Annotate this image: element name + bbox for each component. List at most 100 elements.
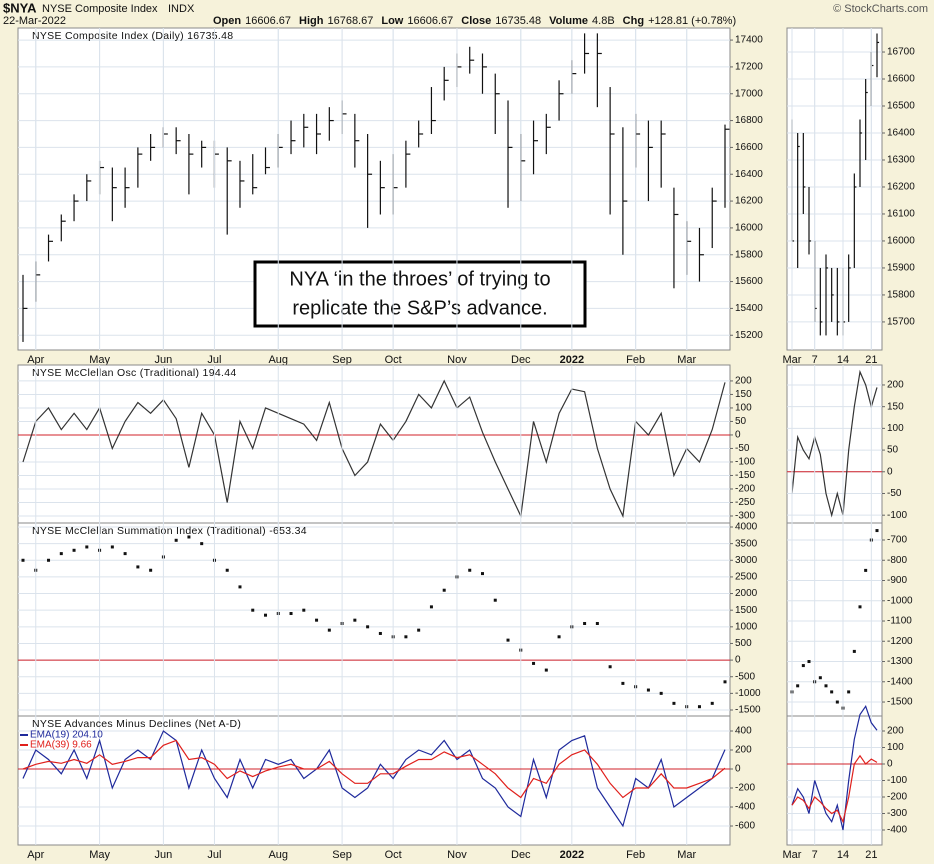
dot <box>378 631 382 635</box>
y-tick-label: 16500 <box>887 101 915 112</box>
dot <box>21 558 25 562</box>
quote-value: +128.81 (+0.78%) <box>648 15 736 27</box>
dot <box>136 565 140 569</box>
quote-value: 4.8B <box>592 15 615 27</box>
quote-value: 16606.67 <box>407 15 453 27</box>
symbol: $NYA <box>3 0 37 15</box>
y-tick-label: 17400 <box>735 35 763 46</box>
y-tick-label: 15200 <box>735 330 763 341</box>
y-tick-label: 200 <box>887 380 904 391</box>
y-tick-label: 50 <box>735 416 747 427</box>
dot <box>251 608 255 612</box>
y-tick-label: -400 <box>735 802 755 813</box>
y-tick-label: 150 <box>735 389 752 400</box>
quote: Open 16606.67 High 16768.67 Low 16606.67 Close… <box>213 15 736 27</box>
x-tick-label: Aug <box>268 354 288 366</box>
y-tick-label: -200 <box>735 783 755 794</box>
quote-label: Open <box>213 15 241 27</box>
x-tick-label: 21 <box>865 849 877 861</box>
exchange: INDX <box>168 3 195 15</box>
y-tick-label: 16200 <box>735 196 763 207</box>
y-tick-label: -250 <box>735 497 755 508</box>
dot <box>85 545 89 549</box>
y-tick-label: 17200 <box>735 62 763 73</box>
y-tick-label: 50 <box>887 445 899 456</box>
dot <box>697 705 701 709</box>
y-tick-label: 16400 <box>735 169 763 180</box>
dot <box>289 612 293 616</box>
y-tick-label: 0 <box>735 655 741 666</box>
indicator-line <box>791 369 878 518</box>
y-tick-label: -100 <box>887 775 907 786</box>
y-tick-label: 2500 <box>735 572 758 583</box>
dot <box>864 568 868 572</box>
x-tick-label: Mar <box>677 849 696 861</box>
y-tick-label: 16000 <box>735 223 763 234</box>
y-tick-label: -800 <box>887 555 907 566</box>
x-tick-label: Jun <box>155 849 173 861</box>
x-tick-label: Dec <box>511 354 531 366</box>
x-tick-label: Nov <box>447 354 467 366</box>
quote-value: 16606.67 <box>245 15 291 27</box>
dot <box>723 680 727 684</box>
legend-label: EMA(19) 204.10 <box>30 730 103 741</box>
y-tick-label: -50 <box>735 443 750 454</box>
panel-title: NYSE Composite Index (Daily) 16735.48 <box>32 30 233 42</box>
plot-area <box>786 364 883 524</box>
dot <box>646 688 650 692</box>
dot <box>830 690 834 694</box>
y-tick-label: 4000 <box>735 522 758 533</box>
x-tick-label: Jun <box>155 354 173 366</box>
dot <box>468 568 472 572</box>
y-tick-label: -100 <box>735 457 755 468</box>
y-tick-label: 400 <box>735 726 752 737</box>
annotation-text: replicate the S&P’s advance. <box>292 297 547 319</box>
y-tick-label: -500 <box>735 671 755 682</box>
y-tick-label: 16800 <box>735 115 763 126</box>
dot <box>824 684 828 688</box>
dot <box>59 552 63 556</box>
y-tick-label: -900 <box>887 575 907 586</box>
dot <box>353 618 357 622</box>
quote-label: Low <box>381 15 403 27</box>
y-tick-label: -1000 <box>887 595 913 606</box>
x-tick-label: 7 <box>812 849 818 861</box>
dot <box>315 618 319 622</box>
dot <box>557 635 561 639</box>
dot <box>847 690 851 694</box>
y-tick-label: 500 <box>735 638 752 649</box>
x-tick-label: Mar <box>783 354 802 366</box>
dot <box>852 649 856 653</box>
legend-label: EMA(39) 9.66 <box>30 740 92 751</box>
y-tick-label: 16600 <box>735 142 763 153</box>
dot <box>796 684 800 688</box>
y-tick-label: -1000 <box>735 688 761 699</box>
x-tick-label: 2022 <box>560 849 584 861</box>
y-tick-label: 15800 <box>735 249 763 260</box>
x-tick-label: Sep <box>332 354 352 366</box>
x-tick-label: May <box>89 354 110 366</box>
y-tick-label: -150 <box>735 470 755 481</box>
dot <box>659 691 663 695</box>
y-tick-label: -300 <box>887 808 907 819</box>
x-tick-label: Apr <box>27 849 44 861</box>
dot <box>835 700 839 704</box>
x-tick-label: May <box>89 849 110 861</box>
y-tick-label: -200 <box>735 484 755 495</box>
y-tick-label: 1000 <box>735 621 758 632</box>
y-tick-label: 0 <box>735 764 741 775</box>
dot <box>429 605 433 609</box>
y-tick-label: 200 <box>887 726 904 737</box>
dot <box>480 572 484 576</box>
y-tick-label: -1100 <box>887 616 912 627</box>
y-tick-label: 3500 <box>735 538 758 549</box>
y-tick-label: -400 <box>887 825 907 836</box>
x-tick-label: Jul <box>207 354 221 366</box>
y-tick-label: 0 <box>887 466 893 477</box>
dot <box>544 668 548 672</box>
dot <box>621 681 625 685</box>
y-tick-label: 200 <box>735 745 752 756</box>
x-tick-label: Mar <box>677 354 696 366</box>
x-tick-label: Apr <box>27 354 44 366</box>
